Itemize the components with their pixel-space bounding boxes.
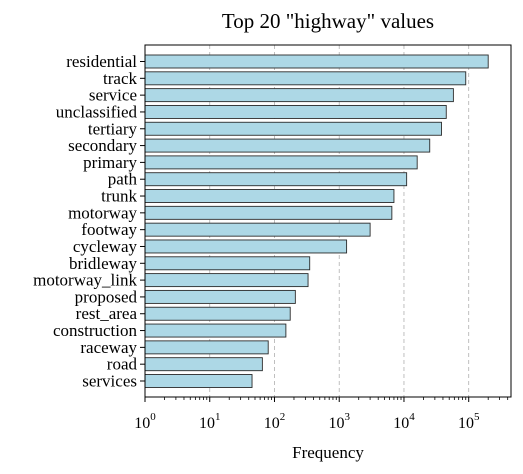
x-tick-label: 103	[328, 411, 350, 432]
bar-path	[144, 172, 408, 187]
y-tick-label: footway	[81, 220, 137, 239]
x-axis-ticks: 100 101 102 103 104 105	[134, 397, 509, 432]
y-tick-label: cycleway	[73, 237, 138, 256]
y-tick-label: secondary	[68, 136, 137, 155]
y-axis-ticks: residentialtrackserviceunclassifiedterti…	[33, 52, 145, 391]
y-tick-label: unclassified	[56, 102, 138, 121]
y-tick-label: road	[107, 355, 138, 374]
bar-tertiary	[144, 121, 442, 136]
y-tick-label: service	[89, 86, 137, 105]
bar-service	[144, 88, 454, 103]
bar-motorway	[144, 205, 393, 220]
y-tick-label: raceway	[80, 338, 137, 357]
bar-services	[144, 374, 253, 388]
bar-unclassified	[144, 104, 447, 119]
x-tick-label: 100	[134, 411, 156, 432]
bar-primary	[144, 155, 418, 170]
bar-construction	[144, 323, 287, 338]
x-tick-label: 104	[393, 411, 415, 432]
y-tick-label: residential	[66, 52, 137, 71]
y-tick-label: bridleway	[69, 254, 137, 273]
y-tick-label: track	[103, 69, 137, 88]
bars	[144, 54, 489, 388]
bar-cycleway	[144, 239, 348, 254]
y-tick-label: proposed	[75, 287, 138, 306]
bar-bridleway	[144, 256, 311, 271]
bar-residential	[144, 54, 489, 69]
plot-frame	[144, 44, 512, 398]
chart-title: Top 20 "highway" values	[222, 9, 434, 33]
x-tick-label: 101	[199, 411, 221, 432]
bar-proposed	[144, 289, 296, 304]
y-tick-label: construction	[53, 321, 138, 340]
bar-trunk	[144, 189, 395, 203]
y-tick-label: services	[82, 372, 137, 391]
bar-raceway	[144, 340, 269, 355]
y-tick-label: motorway	[68, 203, 137, 222]
x-axis-label: Frequency	[292, 443, 364, 462]
bar-footway	[144, 222, 371, 237]
y-tick-label: tertiary	[88, 119, 138, 138]
y-tick-label: trunk	[101, 187, 137, 206]
y-tick-label: motorway_link	[33, 271, 137, 290]
bar-track	[144, 71, 467, 86]
y-tick-label: path	[108, 170, 138, 189]
x-tick-label: 105	[458, 411, 480, 432]
bar-motorway_link	[144, 273, 309, 288]
bar-road	[144, 357, 263, 372]
bar-secondary	[144, 138, 431, 153]
y-tick-label: primary	[83, 153, 137, 172]
x-tick-label: 102	[264, 411, 286, 432]
bar-rest_area	[144, 306, 291, 321]
y-tick-label: rest_area	[76, 304, 138, 323]
